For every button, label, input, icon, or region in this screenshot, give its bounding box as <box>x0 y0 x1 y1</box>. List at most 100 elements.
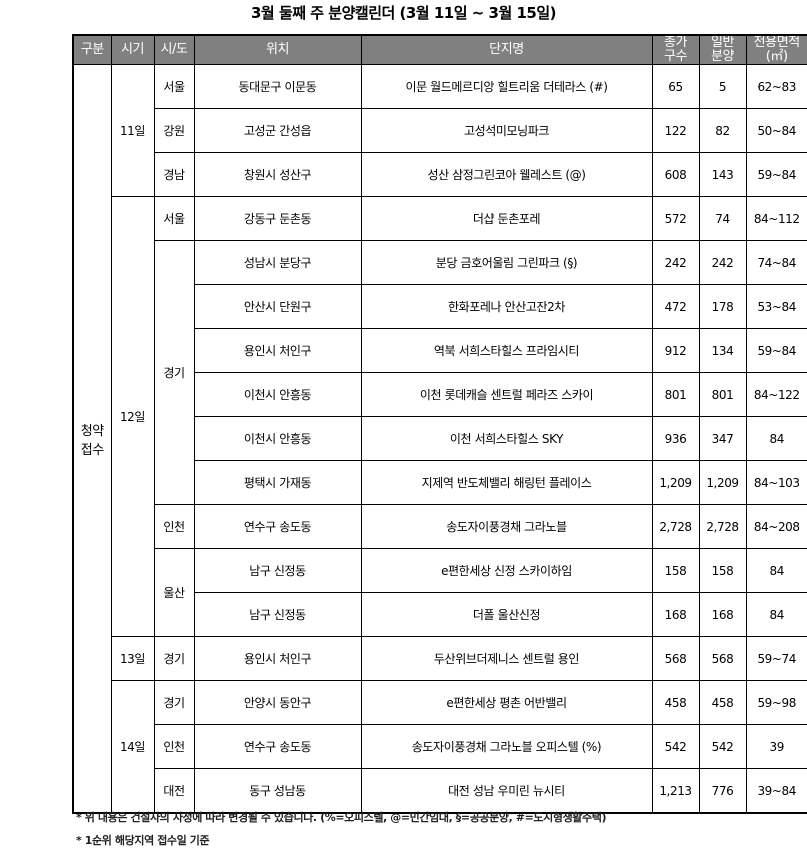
area-cell: 84 <box>745 416 807 461</box>
general-units-cell: 242 <box>698 240 747 285</box>
location-cell: 동구 성남동 <box>193 768 362 814</box>
general-units-cell: 134 <box>698 328 747 373</box>
general-units-cell: 347 <box>698 416 747 461</box>
footnote-basis: * 1순위 해당지역 접수일 기준 <box>76 834 210 847</box>
header-area: 전용면적 (㎡) <box>745 34 807 65</box>
general-units-cell: 1,209 <box>698 460 747 505</box>
table-row: 인천 연수구 송도동 송도자이풍경채 그라노블 오피스텔 (%) 542 542 39 <box>73 724 807 769</box>
general-units-cell: 458 <box>698 680 747 725</box>
location-cell: 연수구 송도동 <box>193 504 362 549</box>
header-total: 총가 구수 <box>651 34 700 65</box>
total-units-cell: 242 <box>651 240 700 285</box>
area-cell: 84~112 <box>745 196 807 241</box>
complex-name-cell: e편한세상 신정 스카이하임 <box>360 548 653 593</box>
category-cell: 청약 접수 <box>72 64 112 814</box>
location-cell: 남구 신정동 <box>193 548 362 593</box>
header-name: 단지명 <box>360 34 653 65</box>
table-row: 인천 연수구 송도동 송도자이풍경채 그라노블 2,728 2,728 84~208 <box>73 504 807 549</box>
area-cell: 53~84 <box>745 284 807 329</box>
complex-name-cell: 더샵 둔촌포레 <box>360 196 653 241</box>
schedule-table: 구분 시기 시/도 위치 단지명 총가 구수 일반 분양 전용면적 (㎡) 청약 접수… <box>72 34 807 814</box>
table-row: 남구 신정동 더폴 울산신정 168 168 84 <box>73 592 807 637</box>
area-cell: 84 <box>745 548 807 593</box>
header-area-line2: (㎡) <box>765 49 788 64</box>
table-row: 경남 창원시 성산구 성산 삼정그린코아 웰레스트 (@) 608 143 59~84 <box>73 152 807 197</box>
table-row: 용인시 처인구 역북 서희스타힐스 프라임시티 912 134 59~84 <box>73 328 807 373</box>
total-units-cell: 568 <box>651 636 700 681</box>
total-units-cell: 122 <box>651 108 700 153</box>
total-units-cell: 472 <box>651 284 700 329</box>
general-units-cell: 2,728 <box>698 504 747 549</box>
location-cell: 고성군 간성읍 <box>193 108 362 153</box>
complex-name-cell: 더폴 울산신정 <box>360 592 653 637</box>
location-cell: 평택시 가재동 <box>193 460 362 505</box>
header-category: 구분 <box>72 34 112 65</box>
total-units-cell: 936 <box>651 416 700 461</box>
area-cell: 59~84 <box>745 328 807 373</box>
complex-name-cell: 한화포레나 안산고잔2차 <box>360 284 653 329</box>
table-row: 이천시 안흥동 이천 서희스타힐스 SKY 936 347 84 <box>73 416 807 461</box>
area-cell: 59~84 <box>745 152 807 197</box>
area-cell: 39~84 <box>745 768 807 814</box>
location-cell: 이천시 안흥동 <box>193 372 362 417</box>
complex-name-cell: 분당 금호어울림 그린파크 (§) <box>360 240 653 285</box>
location-cell: 안산시 단원구 <box>193 284 362 329</box>
location-cell: 창원시 성산구 <box>193 152 362 197</box>
total-units-cell: 1,213 <box>651 768 700 814</box>
table-row: 대전 동구 성남동 대전 성남 우미린 뉴시티 1,213 776 39~84 <box>73 768 807 814</box>
location-cell: 용인시 처인구 <box>193 636 362 681</box>
total-units-cell: 2,728 <box>651 504 700 549</box>
header-general-line1: 일반 <box>710 35 735 50</box>
area-cell: 84~208 <box>745 504 807 549</box>
date-cell: 12일 <box>110 196 155 637</box>
total-units-cell: 458 <box>651 680 700 725</box>
total-units-cell: 168 <box>651 592 700 637</box>
general-units-cell: 776 <box>698 768 747 814</box>
region-cell: 서울 <box>153 196 195 241</box>
total-units-cell: 1,209 <box>651 460 700 505</box>
total-units-cell: 912 <box>651 328 700 373</box>
table-row: 청약 접수 11일 서울 동대문구 이문동 이문 월드메르디앙 힐트리움 더테라스 (#… <box>72 64 807 814</box>
area-cell: 50~84 <box>745 108 807 153</box>
complex-name-cell: 송도자이풍경채 그라노블 오피스텔 (%) <box>360 724 653 769</box>
region-cell: 경기 <box>153 680 195 725</box>
region-cell: 인천 <box>153 724 195 769</box>
general-units-cell: 801 <box>698 372 747 417</box>
general-units-cell: 5 <box>698 64 747 109</box>
general-units-cell: 143 <box>698 152 747 197</box>
complex-name-cell: 지제역 반도체밸리 해링턴 플레이스 <box>360 460 653 505</box>
header-general-line2: 분양 <box>710 49 735 64</box>
area-cell: 84~122 <box>745 372 807 417</box>
area-cell: 62~83 <box>745 64 807 109</box>
region-cell: 경기 <box>153 240 195 505</box>
total-units-cell: 608 <box>651 152 700 197</box>
table-row: 13일 경기 용인시 처인구 두산위브더제니스 센트럴 용인 568 568 59~74 <box>73 636 807 681</box>
complex-name-cell: 대전 성남 우미린 뉴시티 <box>360 768 653 814</box>
location-cell: 용인시 처인구 <box>193 328 362 373</box>
complex-name-cell: 성산 삼정그린코아 웰레스트 (@) <box>360 152 653 197</box>
region-cell: 울산 <box>153 548 195 637</box>
region-cell: 대전 <box>153 768 195 814</box>
area-cell: 59~98 <box>745 680 807 725</box>
area-cell: 84 <box>745 592 807 637</box>
header-region: 시/도 <box>153 34 195 65</box>
complex-name-cell: 고성석미모닝파크 <box>360 108 653 153</box>
general-units-cell: 178 <box>698 284 747 329</box>
complex-name-cell: 이문 월드메르디앙 힐트리움 더테라스 (#) <box>360 64 653 109</box>
general-units-cell: 168 <box>698 592 747 637</box>
location-cell: 남구 신정동 <box>193 592 362 637</box>
header-date: 시기 <box>110 34 155 65</box>
total-units-cell: 158 <box>651 548 700 593</box>
general-units-cell: 82 <box>698 108 747 153</box>
region-cell: 인천 <box>153 504 195 549</box>
complex-name-cell: 역북 서희스타힐스 프라임시티 <box>360 328 653 373</box>
general-units-cell: 74 <box>698 196 747 241</box>
complex-name-cell: 송도자이풍경채 그라노블 <box>360 504 653 549</box>
header-general: 일반 분양 <box>698 34 747 65</box>
date-cell: 13일 <box>110 636 155 681</box>
region-cell: 경기 <box>153 636 195 681</box>
date-cell: 11일 <box>110 64 155 197</box>
total-units-cell: 801 <box>651 372 700 417</box>
total-units-cell: 65 <box>651 64 700 109</box>
general-units-cell: 158 <box>698 548 747 593</box>
